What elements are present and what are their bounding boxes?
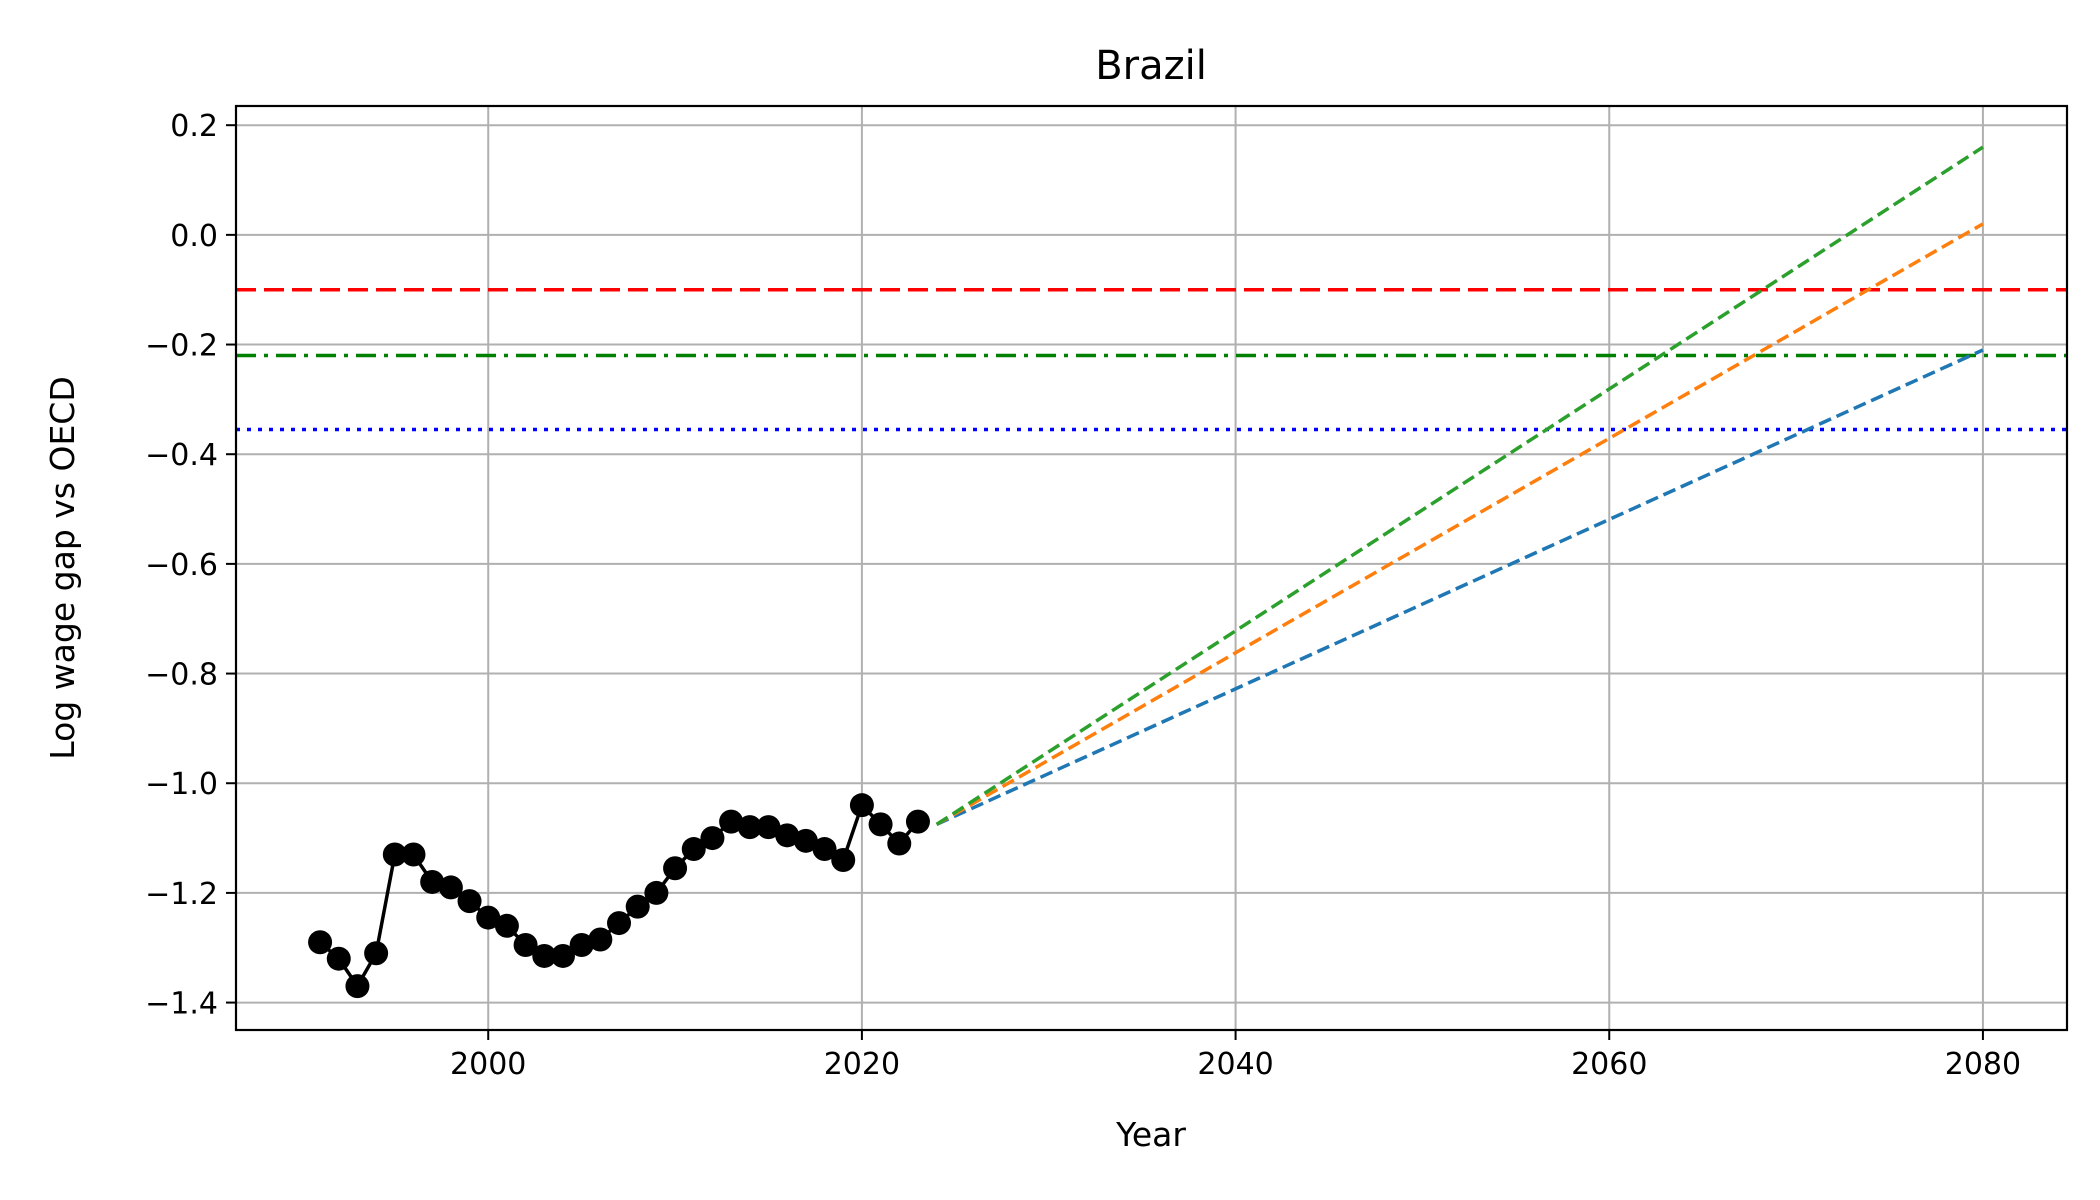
y-axis-ticks: 0.2 0.0 −0.2 −0.4 −0.6 −0.8 −1.0 −1.2 −1.4 (145, 109, 236, 1022)
x-axis-title: Year (1115, 1115, 1186, 1154)
historical-point (438, 875, 463, 900)
projection-line (935, 222, 1984, 826)
historical-point (550, 943, 575, 968)
x-axis-ticks: 2000 2020 2040 2060 2080 (450, 1030, 2021, 1082)
historical-point (364, 941, 389, 966)
x-tick-label: 2000 (450, 1047, 526, 1082)
historical-point (420, 869, 445, 894)
historical-point (905, 809, 930, 834)
historical-point (326, 946, 351, 971)
y-tick-label: −0.6 (145, 548, 218, 583)
y-tick-label: −1.0 (145, 767, 218, 802)
historical-point (756, 815, 781, 840)
x-tick-label: 2040 (1197, 1047, 1273, 1082)
plot-frame (234, 104, 2069, 1032)
historical-point (625, 894, 650, 919)
historical-point (382, 842, 407, 867)
historical-point (308, 930, 333, 955)
y-tick-label: −0.4 (145, 438, 218, 473)
historical-point (513, 933, 538, 958)
historical-point (700, 826, 725, 851)
historical-point (831, 848, 856, 873)
historical-series (308, 793, 930, 999)
historical-point (588, 927, 613, 952)
y-tick-label: 0.2 (170, 109, 218, 144)
reference-lines (236, 287, 2067, 432)
x-tick-label: 2080 (1945, 1047, 2021, 1082)
historical-point (812, 837, 837, 862)
historical-point (345, 974, 370, 999)
historical-point (793, 828, 818, 853)
projection-lines (935, 145, 1984, 826)
historical-point (775, 823, 800, 848)
x-tick-label: 2020 (824, 1047, 900, 1082)
grid (236, 106, 2067, 1030)
y-tick-label: −0.2 (145, 329, 218, 364)
y-tick-label: 0.0 (170, 219, 218, 254)
x-tick-label: 2060 (1571, 1047, 1647, 1082)
historical-point (569, 933, 594, 958)
historical-point (719, 809, 744, 834)
historical-point (607, 911, 632, 936)
projection-line (935, 145, 1984, 826)
projection-line (935, 348, 1984, 826)
chart-title: Brazil (1095, 43, 1207, 89)
historical-point (868, 812, 893, 837)
historical-point (644, 880, 669, 905)
historical-point (476, 905, 501, 930)
historical-point (457, 889, 482, 914)
y-tick-label: −1.2 (145, 877, 218, 912)
historical-point (681, 837, 706, 862)
historical-point (887, 831, 912, 856)
historical-point (737, 815, 762, 840)
y-tick-label: −0.8 (145, 658, 218, 693)
historical-point (849, 793, 874, 818)
historical-point (494, 913, 519, 938)
historical-point (663, 856, 688, 881)
y-tick-label: −1.4 (145, 987, 218, 1022)
historical-point (401, 842, 426, 867)
historical-point (532, 943, 557, 968)
y-axis-title: Log wage gap vs OECD (43, 376, 82, 759)
